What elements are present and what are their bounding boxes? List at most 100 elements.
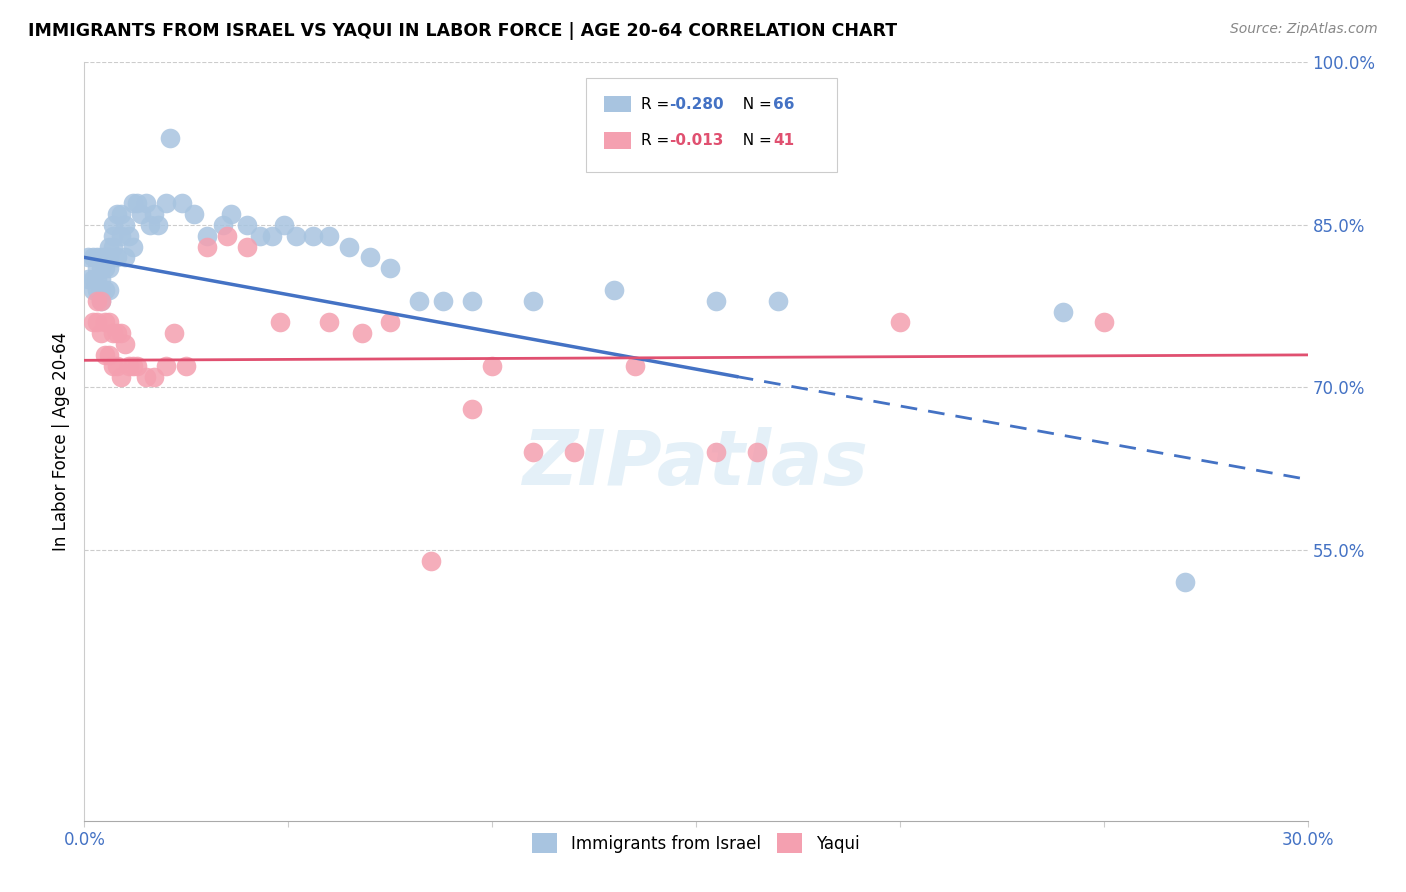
Point (86, 315, 108, 329)
Point (135, 369, 157, 384)
Point (236, 218, 259, 232)
Point (93, 283, 115, 297)
Y-axis label: In Labor Force | Age 20-64: In Labor Force | Age 20-64 (52, 332, 70, 551)
Point (461, 293, 484, 308)
Point (90, 293, 112, 308)
FancyBboxPatch shape (605, 95, 631, 112)
Point (93, 251, 115, 265)
Point (260, 228, 283, 243)
Point (118, 359, 141, 373)
Point (86, 293, 108, 308)
Point (127, 196, 149, 211)
Point (93, 261, 115, 276)
Point (90, 293, 112, 308)
Point (93, 348, 115, 362)
Point (105, 359, 128, 373)
Point (131, 207, 153, 221)
Text: -0.280: -0.280 (669, 96, 724, 112)
Text: -0.013: -0.013 (669, 133, 724, 148)
Point (195, 228, 218, 243)
Point (163, 326, 186, 341)
Point (522, 445, 544, 459)
Point (101, 228, 124, 243)
Point (285, 228, 308, 243)
Point (90, 272, 112, 286)
Point (217, 228, 239, 243)
Text: 66: 66 (773, 96, 794, 112)
Point (110, 207, 132, 221)
Point (114, 251, 136, 265)
Point (114, 337, 136, 351)
Point (122, 359, 145, 373)
Point (212, 218, 235, 232)
Point (142, 369, 165, 384)
Point (522, 293, 544, 308)
Point (93, 251, 115, 265)
Point (86, 251, 108, 265)
Point (1092, 315, 1115, 329)
Text: 41: 41 (773, 133, 794, 148)
Point (105, 326, 128, 341)
Point (432, 293, 454, 308)
Point (461, 402, 484, 417)
Point (105, 207, 128, 221)
Point (97, 348, 120, 362)
Point (889, 315, 911, 329)
Point (97, 239, 120, 253)
Point (195, 239, 218, 253)
Point (101, 218, 124, 232)
Point (159, 131, 181, 145)
Point (624, 359, 647, 373)
Text: Source: ZipAtlas.com: Source: ZipAtlas.com (1230, 22, 1378, 37)
Point (97, 315, 120, 329)
Point (273, 218, 295, 232)
Point (82, 315, 104, 329)
Point (318, 228, 340, 243)
Point (408, 293, 430, 308)
Point (174, 359, 197, 373)
Point (82, 272, 104, 286)
Point (339, 239, 361, 253)
Point (301, 228, 323, 243)
Point (86, 272, 108, 286)
Point (122, 239, 145, 253)
Point (82, 283, 104, 297)
Point (97, 283, 120, 297)
Point (318, 315, 340, 329)
Point (86, 261, 108, 276)
Point (146, 218, 169, 232)
Legend: Immigrants from Israel, Yaqui: Immigrants from Israel, Yaqui (524, 824, 868, 862)
Point (118, 228, 141, 243)
Point (135, 196, 157, 211)
Point (77, 251, 100, 265)
Point (359, 251, 381, 265)
Point (90, 326, 112, 341)
Text: N =: N = (733, 133, 776, 148)
Point (114, 218, 136, 232)
Point (706, 293, 728, 308)
Point (183, 207, 205, 221)
Text: IMMIGRANTS FROM ISRAEL VS YAQUI IN LABOR FORCE | AGE 20-64 CORRELATION CHART: IMMIGRANTS FROM ISRAEL VS YAQUI IN LABOR… (28, 22, 897, 40)
Point (155, 196, 177, 211)
Point (269, 315, 291, 329)
Point (350, 326, 373, 341)
Point (77, 272, 100, 286)
Point (105, 251, 128, 265)
Point (1052, 304, 1074, 318)
Point (481, 359, 503, 373)
Point (97, 251, 120, 265)
Point (90, 283, 112, 297)
Point (127, 359, 149, 373)
Point (97, 261, 120, 276)
Point (110, 369, 132, 384)
Point (138, 218, 160, 232)
Point (747, 445, 769, 459)
Point (380, 261, 402, 276)
Point (1174, 575, 1197, 590)
Point (420, 554, 443, 568)
Point (766, 293, 789, 308)
Text: N =: N = (733, 96, 776, 112)
Point (101, 239, 124, 253)
FancyBboxPatch shape (605, 132, 631, 149)
Point (603, 283, 626, 297)
